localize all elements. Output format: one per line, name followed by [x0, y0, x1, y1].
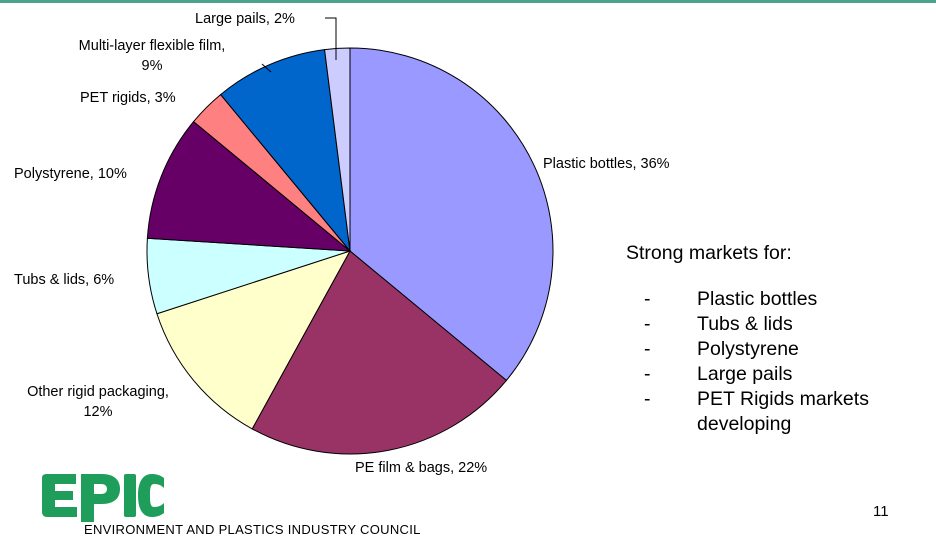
- slice-label: Polystyrene, 10%: [14, 166, 127, 182]
- epic-wordmark-logo: [42, 474, 164, 522]
- pie-slice: [219, 49, 351, 253]
- slice-label: Tubs & lids, 6%: [14, 272, 114, 288]
- pie-slice: [251, 250, 508, 455]
- leader-line: [261, 63, 272, 73]
- market-item: - Polystyrene: [644, 337, 936, 362]
- pie-slice: [349, 47, 554, 382]
- pie-slice: [324, 47, 351, 252]
- slice-labels: Plastic bottles, 36% PE film & bags, 22% O…: [14, 11, 670, 476]
- dash-bullet: -: [644, 388, 651, 410]
- market-item: - Tubs & lids: [644, 312, 936, 337]
- slice-label: Other rigid packaging, 12%: [27, 384, 169, 420]
- top-rule: [0, 0, 936, 3]
- slice-label: PET rigids, 3%: [80, 90, 176, 106]
- market-item: - Large pails: [644, 362, 936, 387]
- slice-label-line: 9%: [142, 58, 163, 74]
- strong-markets-box: Strong markets for: - Plastic bottles - Tu…: [626, 241, 936, 437]
- leader-line: [325, 17, 337, 60]
- slice-label: PE film & bags, 22%: [355, 460, 487, 476]
- slice-label-line: Other rigid packaging,: [27, 384, 169, 400]
- slice-label: Multi-layer flexible film, 9%: [79, 38, 226, 74]
- market-item-label: Plastic bottles: [697, 288, 818, 310]
- page-number: 11: [873, 503, 889, 520]
- slice-label: Plastic bottles, 36%: [543, 156, 670, 172]
- market-item-label: Polystyrene: [697, 338, 799, 360]
- dash-bullet: -: [644, 288, 651, 310]
- market-item-label: PET Rigids markets developing: [697, 388, 869, 435]
- epic-subtitle: ENVIRONMENT AND PLASTICS INDUSTRY COUNCI…: [84, 522, 421, 537]
- slice-label: Large pails, 2%: [195, 11, 295, 27]
- slice-label-line: 12%: [83, 404, 112, 420]
- market-item-label: Tubs & lids: [697, 313, 793, 335]
- pie-slice: [156, 250, 352, 430]
- pie-slice: [146, 120, 352, 252]
- dash-bullet: -: [644, 363, 651, 385]
- market-item: - PET Rigids markets developing: [644, 387, 936, 437]
- slice-label-line: Multi-layer flexible film,: [79, 38, 226, 54]
- pie-slices: [146, 47, 554, 455]
- market-item-label: Large pails: [697, 363, 793, 385]
- dash-bullet: -: [644, 338, 651, 360]
- epic-logo: [42, 474, 164, 522]
- strong-markets-heading: Strong markets for:: [626, 242, 792, 264]
- dash-bullet: -: [644, 313, 651, 335]
- strong-markets-list: - Plastic bottles - Tubs & lids - Polystyre…: [626, 287, 936, 437]
- leader-lines: [261, 17, 337, 73]
- market-item: - Plastic bottles: [644, 287, 936, 312]
